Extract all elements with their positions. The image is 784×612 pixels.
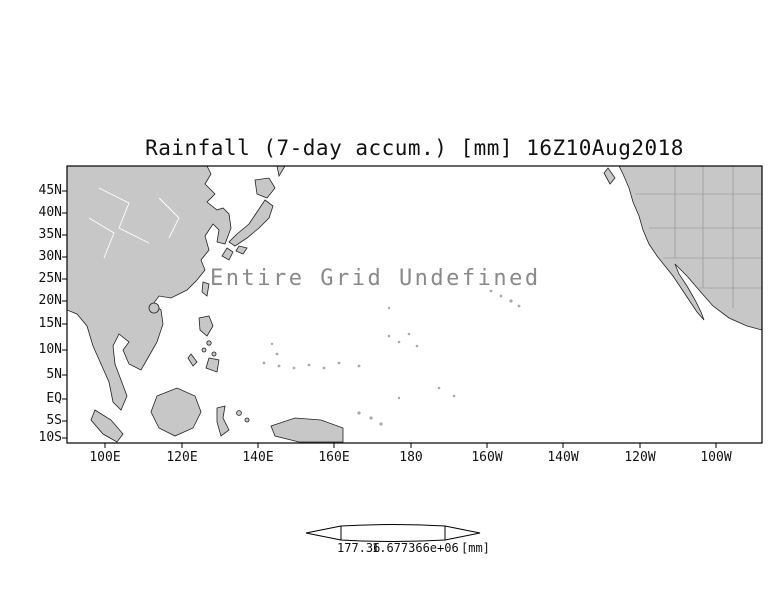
colorbar-max-label: 1.677366e+06 xyxy=(372,541,459,555)
lat-tick-marks xyxy=(62,190,67,439)
colorbar xyxy=(305,524,481,542)
colorbar-min-label: 177.36 xyxy=(337,541,381,555)
lon-tick-label: 140E xyxy=(242,450,274,465)
moluccas-islands xyxy=(236,410,250,423)
taiwan-island xyxy=(201,281,210,297)
lon-tick-label: 160E xyxy=(318,450,350,465)
lat-tick-label: EQ xyxy=(46,391,62,406)
lat-tick-label: 35N xyxy=(38,227,62,242)
vancouver-island xyxy=(603,167,616,185)
lat-tick-label: 30N xyxy=(38,249,62,264)
lat-tick-label: 40N xyxy=(38,205,62,220)
lat-tick-label: 10N xyxy=(38,342,62,357)
lon-tick-marks xyxy=(104,443,717,448)
colorbar-right-arrow xyxy=(444,525,481,541)
philippines-islands xyxy=(187,315,220,373)
lat-tick-label: 10S xyxy=(38,430,62,445)
chart-title: Rainfall (7-day accum.) [mm] 16Z10Aug201… xyxy=(145,136,684,160)
lon-tick-label: 180 xyxy=(399,450,423,465)
borneo-island xyxy=(150,387,202,437)
lat-tick-label: 45N xyxy=(38,183,62,198)
lon-tick-label: 120E xyxy=(166,450,198,465)
undefined-grid-annotation: Entire Grid Undefined xyxy=(210,266,541,291)
lat-tick-label: 20N xyxy=(38,293,62,308)
lat-tick-label: 25N xyxy=(38,271,62,286)
landmasses xyxy=(67,166,762,443)
north-america-landmass xyxy=(618,166,762,331)
pacific-islands xyxy=(262,276,521,426)
colorbar-units-label: [mm] xyxy=(461,541,490,555)
new-guinea-island xyxy=(270,417,344,443)
lat-tick-label: 15N xyxy=(38,316,62,331)
colorbar-middle-segment xyxy=(340,524,446,542)
lat-tick-label: 5S xyxy=(46,413,62,428)
japan-islands xyxy=(221,166,286,261)
map-figure xyxy=(62,165,763,448)
river-lines xyxy=(88,187,180,259)
sumatra-island xyxy=(90,409,124,443)
state-boundary-lines xyxy=(635,166,762,308)
lat-tick-label: 5N xyxy=(46,367,62,382)
lon-tick-label: 100W xyxy=(700,450,732,465)
lon-tick-label: 160W xyxy=(471,450,503,465)
hainan-island xyxy=(148,302,160,314)
sulawesi-island xyxy=(216,405,230,437)
lon-tick-label: 120W xyxy=(624,450,656,465)
lon-tick-label: 140W xyxy=(547,450,579,465)
colorbar-left-arrow xyxy=(305,525,342,541)
lon-tick-label: 100E xyxy=(89,450,121,465)
plot-frame xyxy=(66,165,763,444)
